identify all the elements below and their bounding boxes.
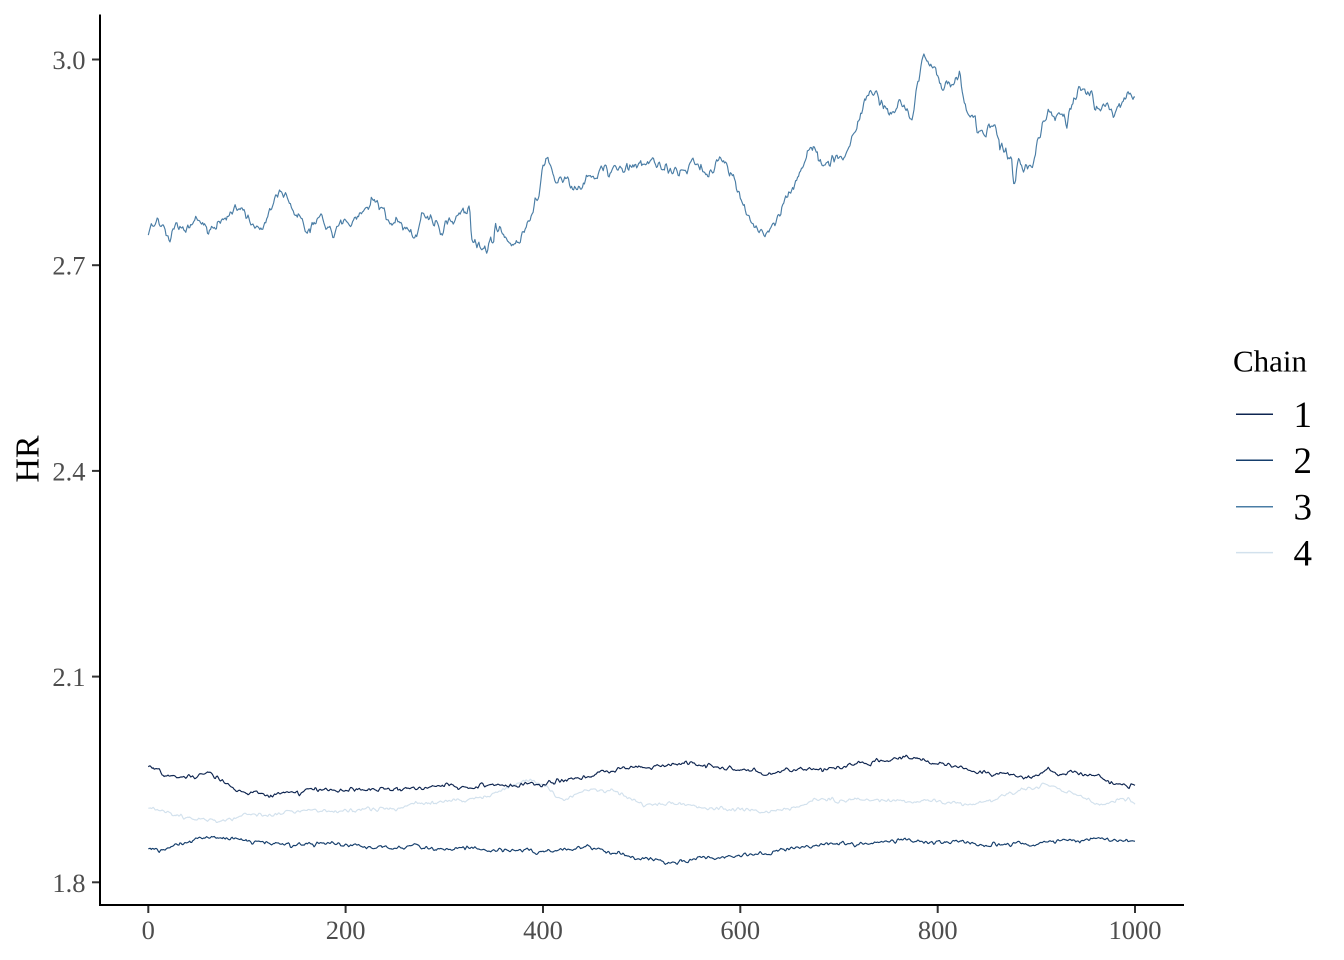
svg-text:2.4: 2.4 (52, 456, 85, 486)
svg-text:4: 4 (1294, 533, 1313, 574)
svg-text:3: 3 (1294, 487, 1313, 528)
svg-text:2.7: 2.7 (52, 251, 85, 281)
svg-text:600: 600 (720, 915, 760, 945)
svg-text:Chain: Chain (1233, 344, 1308, 379)
svg-text:3.0: 3.0 (52, 45, 85, 75)
svg-text:0: 0 (142, 915, 155, 945)
svg-text:1: 1 (1294, 395, 1313, 436)
svg-text:HR: HR (10, 435, 47, 483)
svg-text:2: 2 (1294, 441, 1313, 482)
svg-text:1000: 1000 (1109, 915, 1162, 945)
svg-text:2.1: 2.1 (52, 662, 85, 692)
svg-text:400: 400 (523, 915, 563, 945)
svg-text:200: 200 (326, 915, 366, 945)
svg-text:1.8: 1.8 (52, 868, 85, 898)
svg-text:800: 800 (918, 915, 958, 945)
